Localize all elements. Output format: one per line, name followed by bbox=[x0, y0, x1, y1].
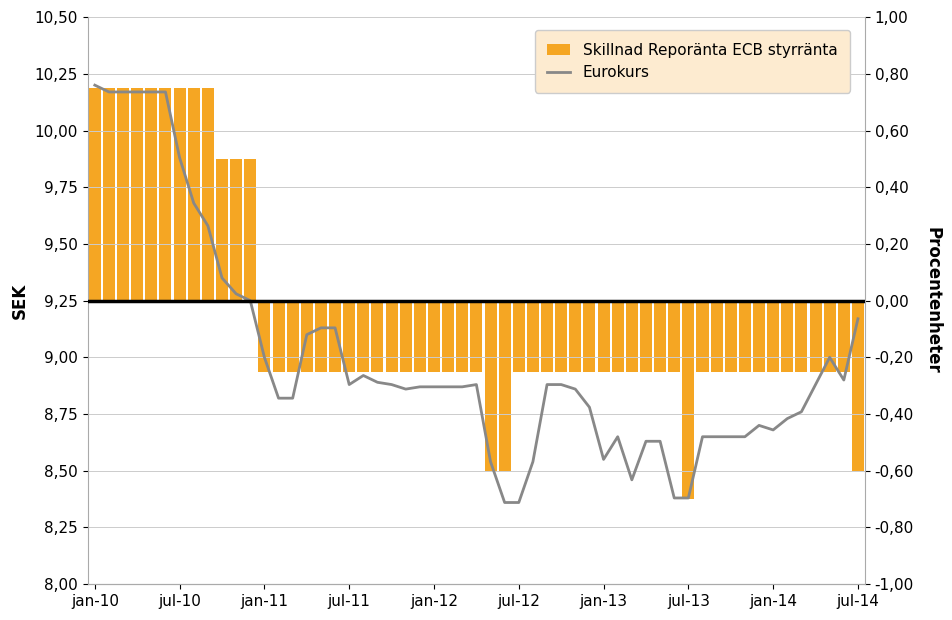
Bar bbox=[611, 301, 623, 371]
Bar bbox=[159, 88, 171, 301]
Bar bbox=[229, 159, 242, 301]
Bar bbox=[117, 88, 129, 301]
Bar bbox=[766, 301, 779, 371]
Bar bbox=[244, 159, 256, 301]
Bar bbox=[568, 301, 581, 371]
Bar bbox=[541, 301, 552, 371]
Bar bbox=[583, 301, 595, 371]
Bar bbox=[343, 301, 355, 371]
Bar bbox=[287, 301, 298, 371]
Bar bbox=[399, 301, 411, 371]
Bar bbox=[314, 301, 327, 371]
Bar bbox=[328, 301, 341, 371]
Bar bbox=[146, 88, 157, 301]
Bar bbox=[498, 301, 510, 471]
Bar bbox=[837, 301, 849, 371]
Bar bbox=[526, 301, 539, 371]
Bar bbox=[202, 88, 213, 301]
Bar bbox=[386, 301, 397, 371]
Y-axis label: SEK: SEK bbox=[11, 283, 30, 319]
Bar bbox=[625, 301, 637, 371]
Bar bbox=[258, 301, 270, 371]
Bar bbox=[442, 301, 454, 371]
Bar bbox=[597, 301, 609, 371]
Bar bbox=[781, 301, 792, 371]
Bar bbox=[808, 301, 821, 371]
Bar bbox=[512, 301, 525, 371]
Bar bbox=[131, 88, 143, 301]
Bar bbox=[357, 301, 369, 371]
Bar bbox=[371, 301, 383, 371]
Legend: Skillnad Reporänta ECB styrränta, Eurokurs: Skillnad Reporänta ECB styrränta, Euroku… bbox=[535, 30, 849, 92]
Bar bbox=[427, 301, 440, 371]
Bar bbox=[682, 301, 694, 499]
Bar bbox=[795, 301, 806, 371]
Bar bbox=[710, 301, 722, 371]
Bar bbox=[696, 301, 707, 371]
Bar bbox=[667, 301, 680, 371]
Bar bbox=[484, 301, 496, 471]
Bar bbox=[851, 301, 863, 471]
Bar bbox=[89, 88, 101, 301]
Bar bbox=[470, 301, 482, 371]
Bar bbox=[738, 301, 750, 371]
Bar bbox=[188, 88, 200, 301]
Bar bbox=[301, 301, 312, 371]
Bar bbox=[640, 301, 651, 371]
Bar bbox=[413, 301, 426, 371]
Bar bbox=[456, 301, 467, 371]
Bar bbox=[752, 301, 764, 371]
Bar bbox=[272, 301, 285, 371]
Bar bbox=[823, 301, 835, 371]
Bar bbox=[103, 88, 115, 301]
Bar bbox=[173, 88, 186, 301]
Bar bbox=[724, 301, 736, 371]
Bar bbox=[653, 301, 665, 371]
Y-axis label: Procentenheter: Procentenheter bbox=[922, 228, 941, 374]
Bar bbox=[216, 159, 228, 301]
Bar bbox=[555, 301, 566, 371]
